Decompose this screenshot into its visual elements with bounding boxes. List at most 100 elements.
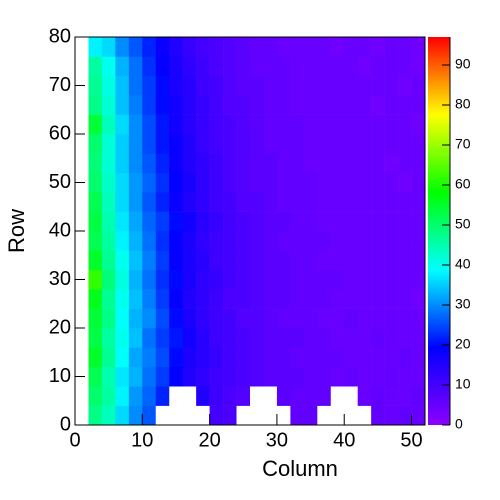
cell [128, 366, 143, 387]
cell [276, 211, 291, 232]
cell [115, 250, 130, 271]
cell [398, 405, 412, 426]
y-tick-label: 30 [49, 268, 71, 290]
cell [317, 308, 332, 329]
cell [263, 347, 278, 368]
cell [223, 95, 237, 115]
cell [357, 269, 372, 290]
z-tick-label: 70 [455, 136, 471, 152]
x-tick-label: 20 [198, 429, 220, 451]
cell [330, 405, 345, 426]
cell [250, 75, 264, 96]
cell [317, 231, 332, 251]
cell [88, 153, 103, 174]
cell [371, 114, 385, 135]
cell [303, 328, 318, 348]
cell [88, 250, 103, 271]
cell [196, 134, 210, 154]
cell [223, 114, 237, 135]
cell [384, 114, 399, 135]
cell [371, 366, 385, 387]
cell [398, 56, 412, 77]
cell [196, 172, 210, 193]
cell [182, 37, 197, 57]
cell [303, 153, 318, 174]
cell [128, 386, 143, 406]
cell [330, 75, 345, 96]
cell [276, 366, 291, 387]
cell [384, 386, 399, 406]
cell [250, 289, 264, 309]
cell [250, 172, 264, 193]
cell [223, 56, 237, 77]
cell [209, 134, 224, 154]
cell [182, 386, 197, 406]
cell [169, 366, 183, 387]
cell [209, 405, 224, 426]
cell [317, 56, 332, 77]
cell [128, 405, 143, 426]
cell [276, 56, 291, 77]
cell [88, 95, 103, 115]
cell [371, 231, 385, 251]
cell [209, 37, 224, 57]
cell [88, 37, 103, 57]
cell [196, 269, 210, 290]
cell [88, 289, 103, 309]
z-tick-label: 20 [455, 336, 471, 352]
cell [344, 114, 358, 135]
cell [384, 211, 399, 232]
cell [384, 172, 399, 193]
cell [128, 153, 143, 174]
cell [115, 308, 130, 329]
cell [303, 172, 318, 193]
cell [88, 211, 103, 232]
cell [128, 308, 143, 329]
cell [357, 250, 372, 271]
cell [128, 250, 143, 271]
cell [357, 153, 372, 174]
cell [142, 95, 157, 115]
cell [223, 366, 237, 387]
cell [357, 308, 372, 329]
cell [303, 308, 318, 329]
cell [384, 37, 399, 57]
cell [236, 56, 251, 77]
cell [384, 75, 399, 96]
cell [398, 366, 412, 387]
cell [142, 250, 157, 271]
cell [398, 231, 412, 251]
cell [250, 386, 264, 406]
cell [209, 56, 224, 77]
cell [236, 192, 251, 212]
cell [357, 366, 372, 387]
cell [128, 211, 143, 232]
cell [344, 250, 358, 271]
cell [223, 231, 237, 251]
cell [250, 231, 264, 251]
cell [169, 308, 183, 329]
cell [330, 231, 345, 251]
cell [182, 192, 197, 212]
cell [182, 328, 197, 348]
cell [263, 386, 278, 406]
cell [303, 56, 318, 77]
cell [263, 114, 278, 135]
cell [128, 328, 143, 348]
y-tick-label: 60 [49, 122, 71, 144]
cell [330, 114, 345, 135]
cell [344, 328, 358, 348]
cell [276, 114, 291, 135]
cell [330, 37, 345, 57]
cell [169, 289, 183, 309]
cell [142, 37, 157, 57]
cell [115, 289, 130, 309]
cell [317, 114, 332, 135]
cell [384, 269, 399, 290]
cell [115, 347, 130, 368]
cell [182, 134, 197, 154]
cell [209, 328, 224, 348]
cell [411, 37, 426, 57]
cell [303, 386, 318, 406]
